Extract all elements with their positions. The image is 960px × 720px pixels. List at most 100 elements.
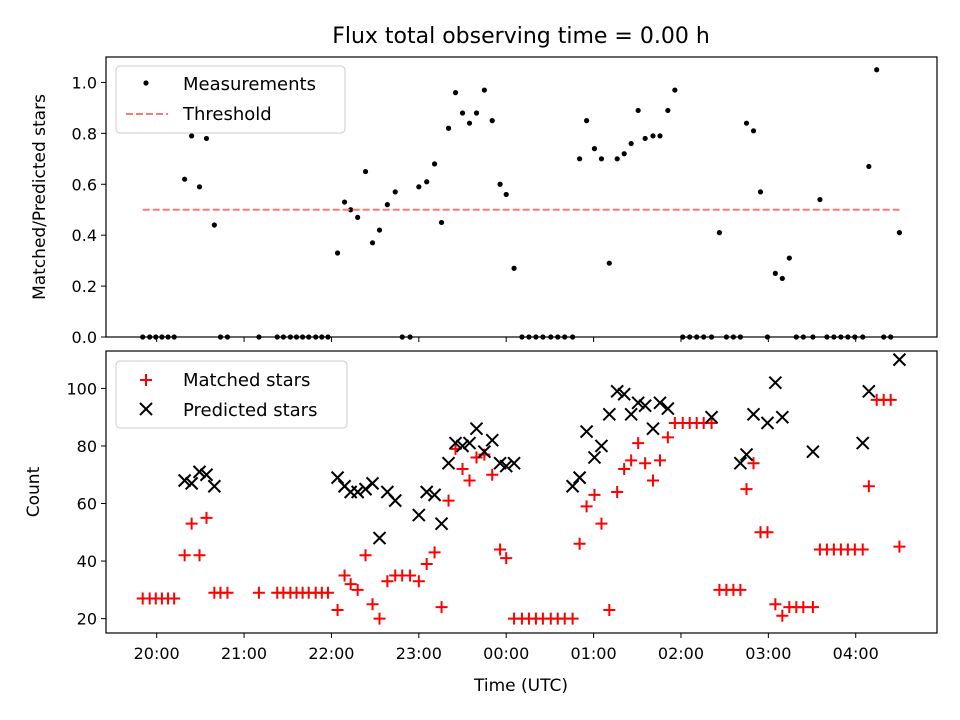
count-x-tick-label: 01:00 — [571, 644, 617, 663]
measurement-point — [424, 179, 430, 185]
matched-legend-label: Matched stars — [183, 370, 310, 391]
predicted-star-point — [631, 396, 645, 410]
count-y-tick-label: 80 — [77, 437, 97, 456]
predicted-star-point — [469, 421, 484, 436]
predicted-star-point — [441, 456, 456, 470]
predicted-legend-marker — [139, 402, 153, 416]
count-marks — [136, 352, 907, 625]
measurement-point — [716, 230, 723, 236]
matched-star-point — [500, 552, 513, 565]
measurement-point — [642, 135, 648, 142]
count-legend: Matched stars Predicted stars — [115, 360, 348, 429]
count-panel: 20:00 21:00 22:00 23:00 00:00 01:00 02:00 03:00… — [24, 350, 938, 696]
count-y-tick-label: 100 — [66, 379, 97, 398]
measurement-point — [362, 168, 369, 175]
predicted-star-point — [587, 450, 602, 465]
matched-star-point — [740, 483, 753, 496]
measurement-point — [621, 151, 627, 157]
matched-star-point — [351, 583, 364, 596]
matched-star-point — [862, 480, 875, 493]
measurement-point — [606, 260, 612, 266]
count-x-axis-label: Time (UTC) — [473, 676, 568, 696]
matched-star-point — [321, 586, 334, 599]
measurement-point — [635, 107, 641, 114]
predicted-star-point — [646, 421, 660, 436]
count-y-tick-label: 60 — [77, 495, 97, 514]
measurement-point — [598, 156, 605, 162]
measurement-point — [348, 207, 354, 213]
predicted-star-point — [207, 479, 222, 493]
matched-star-point — [776, 609, 789, 622]
matched-star-point — [603, 603, 616, 616]
matched-star-point — [486, 468, 499, 481]
matched-star-point — [470, 451, 483, 464]
predicted-star-point — [177, 473, 192, 488]
matched-star-point — [200, 511, 213, 524]
matched-star-point — [463, 474, 476, 487]
measurement-point — [189, 133, 195, 139]
chart-title: Flux total observing time = 0.00 h — [332, 24, 710, 49]
count-x-tick-label: 21:00 — [221, 644, 267, 663]
ratio-legend-box — [115, 65, 346, 134]
predicted-star-point — [892, 352, 907, 367]
matched-star-point — [428, 546, 441, 559]
measurement-point — [583, 118, 590, 124]
predicted-star-point — [806, 445, 820, 459]
measurement-point — [355, 214, 361, 220]
ratio-y-tick-label: 0.6 — [72, 175, 97, 194]
matched-star-point — [639, 457, 652, 470]
measurement-point — [211, 222, 217, 228]
measurement-point — [772, 270, 778, 276]
measurement-point — [334, 250, 341, 256]
predicted-star-point — [507, 456, 521, 470]
measurement-point — [376, 227, 383, 233]
measurement-point — [817, 196, 823, 203]
measurement-point — [384, 202, 390, 208]
ratio-y-axis-label: Matched/Predicted stars — [30, 94, 50, 300]
measurement-point — [182, 176, 188, 182]
count-x-tick-label: 00:00 — [483, 644, 529, 663]
measurement-point — [445, 125, 452, 131]
predicted-star-point — [184, 476, 199, 491]
matched-star-point — [168, 592, 181, 605]
measurement-point — [757, 189, 764, 195]
measurements-legend-label: Measurements — [183, 74, 316, 95]
matched-star-point — [193, 549, 206, 562]
matched-star-point — [618, 462, 631, 475]
predicted-star-point — [485, 433, 499, 447]
matched-star-point — [566, 612, 579, 625]
matched-star-point — [435, 601, 448, 614]
ratio-y-tick-label: 0.4 — [72, 226, 97, 245]
predicted-star-point — [602, 407, 617, 422]
measurement-point — [743, 120, 750, 126]
matched-star-point — [344, 578, 357, 591]
matched-star-point — [893, 540, 906, 553]
predicted-star-point — [733, 456, 748, 470]
predicted-star-point — [434, 516, 449, 531]
predicted-star-point — [448, 436, 463, 450]
predicted-star-point — [350, 485, 365, 499]
matched-star-point — [456, 462, 469, 475]
measurement-point — [786, 255, 792, 261]
predicted-star-point — [661, 401, 675, 416]
measurement-point — [438, 219, 445, 226]
measurement-point — [196, 184, 203, 190]
matched-star-point — [381, 575, 394, 588]
matched-star-point — [573, 537, 586, 550]
measurement-point — [672, 87, 678, 93]
matched-star-point — [338, 569, 351, 582]
matched-star-point — [734, 583, 747, 596]
measurement-point — [591, 146, 598, 152]
predicted-star-point — [455, 439, 470, 453]
matched-star-point — [494, 543, 507, 556]
matched-star-point — [705, 416, 718, 429]
predicted-star-point — [330, 470, 345, 485]
matched-star-point — [884, 393, 897, 406]
measurement-point — [497, 181, 503, 187]
predicted-star-point — [365, 476, 380, 491]
predicted-star-point — [579, 424, 594, 439]
measurement-point — [750, 128, 757, 134]
measurement-point — [392, 189, 398, 195]
measurement-point — [511, 265, 517, 271]
